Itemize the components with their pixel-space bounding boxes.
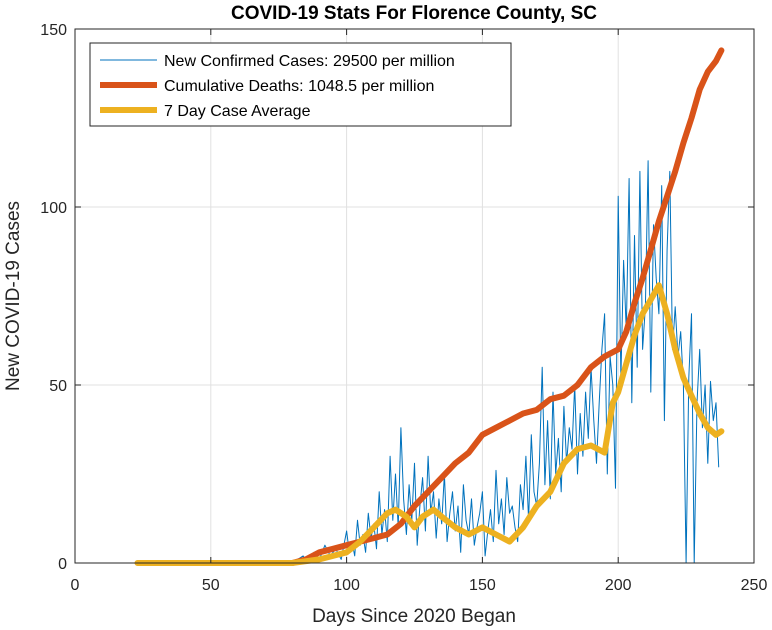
legend-entry-3: 7 Day Case Average xyxy=(164,103,311,120)
x-axis-label: Days Since 2020 Began xyxy=(312,606,516,627)
x-tick-label: 200 xyxy=(605,577,632,594)
legend-entry-2: Cumulative Deaths: 1048.5 per million xyxy=(164,78,434,95)
series-line-1 xyxy=(137,160,720,564)
series-layer xyxy=(134,47,725,566)
y-tick-label: 50 xyxy=(49,378,67,395)
y-axis-label: New COVID-19 Cases xyxy=(3,201,24,391)
series-line-3 xyxy=(134,282,725,566)
x-tick-label: 100 xyxy=(333,577,360,594)
legend-entry-1: New Confirmed Cases: 29500 per million xyxy=(164,53,455,70)
ticks: 0 50 100 150 200 250 0 50 100 150 xyxy=(40,22,767,594)
plot-frame xyxy=(74,28,755,564)
x-tick-label: 50 xyxy=(202,577,220,594)
x-tick-label: 0 xyxy=(71,577,80,594)
axes xyxy=(74,28,755,564)
y-tick-label: 0 xyxy=(58,556,67,573)
x-tick-label: 150 xyxy=(469,577,496,594)
x-tick-label: 250 xyxy=(741,577,768,594)
y-tick-label: 150 xyxy=(40,22,67,39)
legend-box xyxy=(89,42,512,127)
series-line-2 xyxy=(289,47,725,566)
chart-title: COVID-19 Stats For Florence County, SC xyxy=(231,3,597,24)
y-tick-label: 100 xyxy=(40,200,67,217)
legend: New Confirmed Cases: 29500 per million Cu… xyxy=(89,42,512,127)
